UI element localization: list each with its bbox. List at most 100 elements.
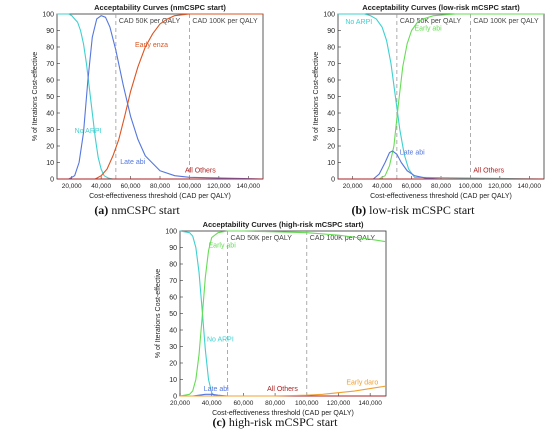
y-tick-label: 90 xyxy=(169,245,177,252)
y-tick-label: 30 xyxy=(169,344,177,351)
series-line-late-abi xyxy=(57,15,264,180)
y-tick-label: 10 xyxy=(327,160,335,167)
y-tick-label: 0 xyxy=(173,394,177,401)
caption-letter: (c) xyxy=(212,415,225,429)
x-tick-label: 60,000 xyxy=(402,183,422,190)
series-line-early-abi xyxy=(338,13,544,180)
series-line-early-enza xyxy=(57,13,263,180)
series-label-no-arpi: No ARPI xyxy=(345,19,372,26)
x-axis-label: Cost-effectiveness threshold (CAD per QA… xyxy=(212,410,354,417)
x-tick-label: 40,000 xyxy=(202,400,222,407)
y-axis-label: % of Iterations Cost-effective xyxy=(313,52,320,141)
y-tick-label: 60 xyxy=(327,78,335,85)
series-label-early-abi: Early abi xyxy=(209,243,237,250)
x-tick-label: 140,000 xyxy=(237,183,261,190)
caption-text: nmCSPC start xyxy=(108,203,180,217)
chart-title: Acceptability Curves (high-risk mCSPC st… xyxy=(203,220,364,229)
y-tick-label: 60 xyxy=(46,78,54,85)
x-tick-label: 100,000 xyxy=(178,183,202,190)
series-label-early-enza: Early enza xyxy=(135,42,168,49)
caption-letter: (b) xyxy=(351,203,366,217)
x-tick-label: 60,000 xyxy=(233,400,253,407)
y-tick-label: 80 xyxy=(46,45,54,52)
x-tick-label: 140,000 xyxy=(358,400,382,407)
series-line-no-arpi xyxy=(57,13,263,180)
y-tick-label: 90 xyxy=(327,28,335,35)
chart-title: Acceptability Curves (nmCSPC start) xyxy=(94,3,226,12)
series-line-no-arpi xyxy=(179,230,386,397)
y-tick-label: 60 xyxy=(169,295,177,302)
figure-caption: (c) high-risk mCSPC start xyxy=(212,415,338,429)
plot-frame xyxy=(56,13,264,180)
threshold-label-0: CAD 50K per QALY xyxy=(231,235,293,242)
caption-letter: (a) xyxy=(94,203,108,217)
threshold-label-0: CAD 50K per QALY xyxy=(119,18,181,25)
series-label-early-daro: Early daro xyxy=(346,379,378,386)
threshold-label-0: CAD 50K per QALY xyxy=(400,18,462,25)
y-tick-label: 70 xyxy=(327,61,335,68)
caption-text: low-risk mCSPC start xyxy=(366,203,475,217)
series-label-all-others: All Others xyxy=(185,167,216,174)
figure-caption: (a) nmCSPC start xyxy=(94,203,180,217)
threshold-label-1: CAD 100K per QALY xyxy=(310,235,376,242)
series-line-no-arpi xyxy=(338,13,545,180)
x-tick-label: 40,000 xyxy=(91,183,111,190)
y-tick-label: 10 xyxy=(169,377,177,384)
threshold-label-1: CAD 100K per QALY xyxy=(473,18,539,25)
y-tick-label: 40 xyxy=(46,111,54,118)
series-label-late-abi: Late abi xyxy=(400,149,425,156)
y-tick-label: 20 xyxy=(327,144,335,151)
y-tick-label: 90 xyxy=(46,28,54,35)
chart-panel-1: Acceptability Curves (low-risk mCSPC sta… xyxy=(313,3,545,217)
series-label-late-abi: Late abi xyxy=(120,159,145,166)
chart-panel-0: Acceptability Curves (nmCSPC start) 0 10 20… xyxy=(32,3,264,217)
y-tick-label: 100 xyxy=(323,12,335,19)
threshold-label-1: CAD 100K per QALY xyxy=(192,18,258,25)
plot-frame xyxy=(337,13,545,180)
series-line-early-daro xyxy=(180,385,387,397)
y-tick-label: 40 xyxy=(327,111,335,118)
series-line-late-abi xyxy=(338,150,544,180)
y-tick-label: 50 xyxy=(327,94,335,101)
x-tick-label: 120,000 xyxy=(327,400,351,407)
series-line-early-abi xyxy=(179,230,387,397)
x-tick-label: 100,000 xyxy=(459,183,483,190)
y-tick-label: 40 xyxy=(169,328,177,335)
x-tick-label: 100,000 xyxy=(295,400,319,407)
y-axis-label: % of Iterations Cost-effective xyxy=(32,52,39,141)
x-tick-label: 20,000 xyxy=(62,183,82,190)
y-tick-label: 100 xyxy=(165,229,177,236)
y-tick-label: 80 xyxy=(327,45,335,52)
y-tick-label: 50 xyxy=(46,94,54,101)
chart-title: Acceptability Curves (low-risk mCSPC sta… xyxy=(362,3,520,12)
series-label-no-arpi: No ARPI xyxy=(75,128,102,135)
y-tick-label: 70 xyxy=(169,278,177,285)
y-tick-label: 20 xyxy=(169,361,177,368)
x-tick-label: 140,000 xyxy=(518,183,542,190)
x-axis-label: Cost-effectiveness threshold (CAD per QA… xyxy=(89,193,231,200)
figure-caption: (b) low-risk mCSPC start xyxy=(351,203,475,217)
x-axis-label: Cost-effectiveness threshold (CAD per QA… xyxy=(370,193,512,200)
y-tick-label: 0 xyxy=(331,177,335,184)
x-tick-label: 80,000 xyxy=(265,400,285,407)
y-tick-label: 100 xyxy=(42,12,54,19)
chart-panel-2: Acceptability Curves (high-risk mCSPC st… xyxy=(155,220,387,429)
x-tick-label: 20,000 xyxy=(170,400,190,407)
series-label-no-arpi: No ARPI xyxy=(207,337,234,344)
x-tick-label: 120,000 xyxy=(488,183,512,190)
y-tick-label: 20 xyxy=(46,144,54,151)
plot-frame xyxy=(179,230,387,397)
x-tick-label: 60,000 xyxy=(121,183,141,190)
series-label-all-others: All Others xyxy=(473,167,504,174)
y-tick-label: 80 xyxy=(169,262,177,269)
series-label-late-abi: Late abi xyxy=(204,386,229,393)
y-tick-label: 70 xyxy=(46,61,54,68)
series-label-all-others: All Others xyxy=(267,386,298,393)
x-tick-label: 40,000 xyxy=(372,183,392,190)
y-tick-label: 10 xyxy=(46,160,54,167)
y-tick-label: 30 xyxy=(327,127,335,134)
y-tick-label: 0 xyxy=(50,177,54,184)
x-tick-label: 20,000 xyxy=(343,183,363,190)
y-tick-label: 30 xyxy=(46,127,54,134)
